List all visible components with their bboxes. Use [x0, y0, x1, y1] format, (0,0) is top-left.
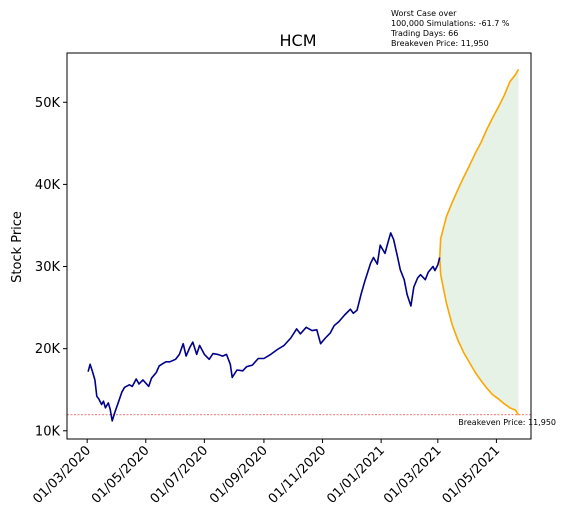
- y-tick-label: 50K: [35, 96, 61, 111]
- breakeven-label: Breakeven Price: 11,950: [458, 418, 556, 427]
- chart-title: HCM: [279, 31, 316, 50]
- y-tick-label: 30K: [35, 260, 61, 275]
- y-axis-label: Stock Price: [10, 211, 25, 283]
- summary-note-line: Trading Days: 66: [390, 29, 458, 38]
- summary-note-line: Worst Case over: [391, 9, 457, 18]
- summary-note-line: Breakeven Price: 11,950: [391, 39, 489, 48]
- y-tick-label: 40K: [35, 178, 61, 193]
- summary-note-line: 100,000 Simulations: -61.7 %: [391, 19, 510, 28]
- y-tick-label: 10K: [35, 424, 61, 439]
- y-tick-label: 20K: [35, 342, 61, 357]
